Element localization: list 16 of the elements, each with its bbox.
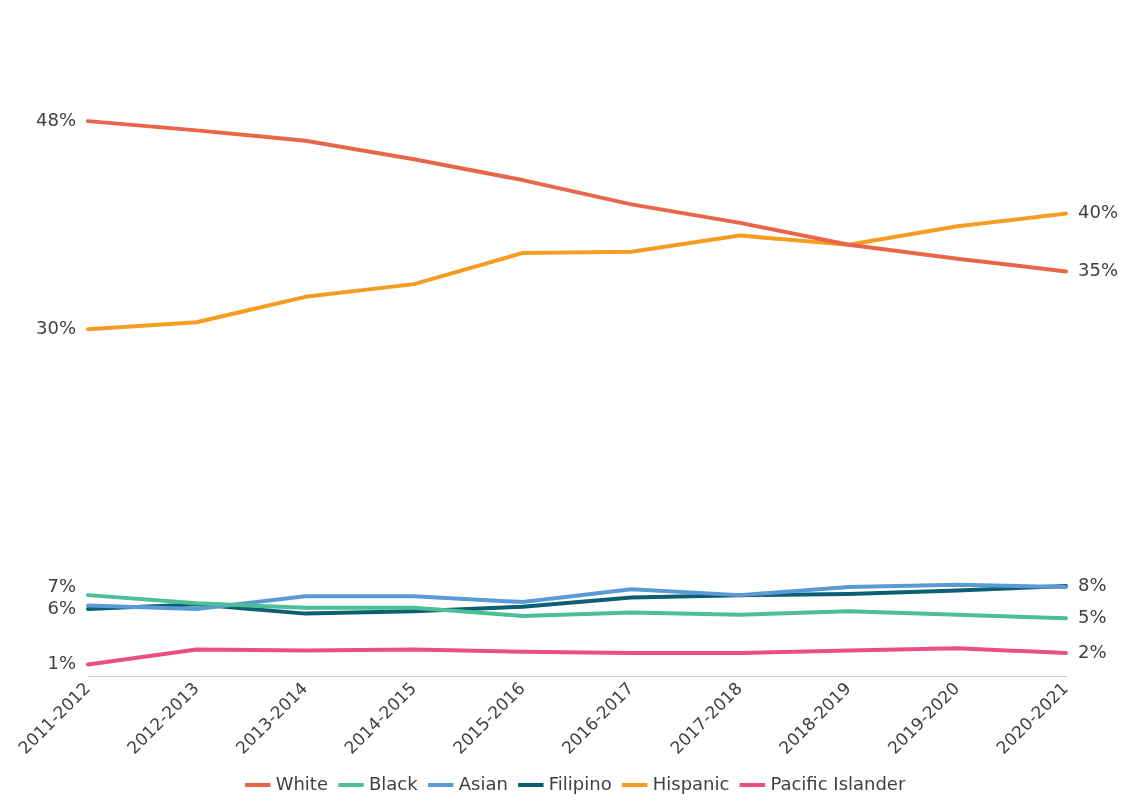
legend-label: White [275,772,328,794]
data-label: 8% [1078,573,1107,595]
legend-label: Asian [458,772,508,794]
data-label: 5% [1078,605,1107,627]
legend-label: Hispanic [652,772,730,794]
data-label: 1% [47,652,76,674]
data-label: 7% [47,574,76,596]
data-label: 30% [35,316,76,338]
legend-label: Pacific Islander [770,772,906,794]
data-label: 40% [1078,201,1119,223]
data-label: 6% [47,596,76,618]
data-label: 48% [35,108,76,130]
legend-label: Black [368,772,419,794]
data-label: 35% [1078,259,1119,281]
data-label: 2% [1078,640,1107,662]
legend-label: Filipino [548,772,612,794]
